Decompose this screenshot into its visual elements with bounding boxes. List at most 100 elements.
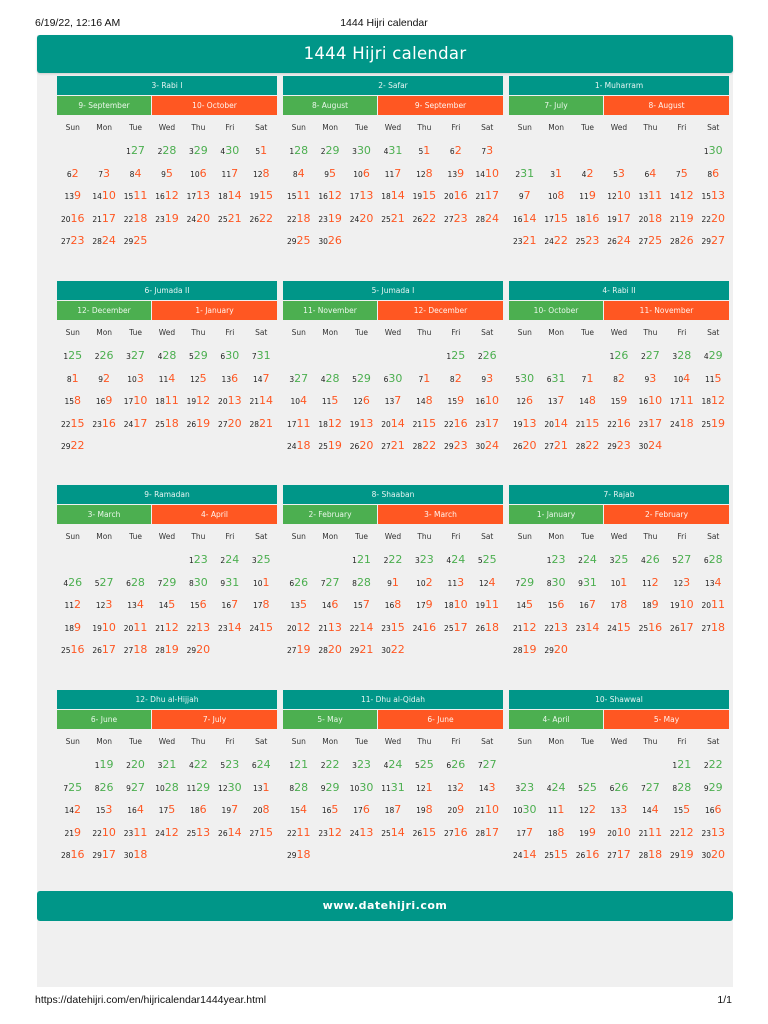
gregorian-day: 20: [327, 643, 342, 657]
day-cell: 2721: [540, 436, 571, 452]
day-cell: 128: [409, 164, 440, 180]
weekday-label: Sat: [707, 122, 720, 132]
day-cell: 727: [314, 573, 345, 589]
day-cell: 123: [183, 550, 214, 566]
day-cell: 2923: [603, 436, 634, 452]
day-rows: 128 229 330 431 51 62 73 84 95 106 117 128 139 1410 15…: [283, 138, 503, 251]
hijri-day: 14: [478, 783, 489, 793]
day-cell: 727: [635, 778, 666, 794]
gregorian-day: 16: [453, 189, 468, 203]
hijri-day: 24: [412, 623, 423, 633]
hijri-day: 15: [353, 601, 363, 611]
hijri-day: 16: [475, 397, 486, 407]
hijri-day: 25: [318, 442, 328, 452]
gregorian-day: 25: [648, 234, 663, 248]
hijri-day: 18: [384, 806, 395, 816]
gregorian-day: 26: [99, 780, 114, 794]
gregorian-day: 12: [679, 825, 694, 839]
gregorian-day: 2: [73, 803, 81, 817]
day-cell: 2516: [57, 640, 88, 656]
hijri-day: 9: [578, 578, 583, 588]
weekday-header: Sun Mon Tue Wed Thu Fri Sat: [509, 116, 729, 138]
hijri-day: 24: [155, 828, 165, 838]
hijri-month-title: 9- Ramadan: [57, 485, 277, 504]
site-link[interactable]: www.datehijri.com: [37, 891, 733, 921]
day-cell: 144: [635, 800, 666, 816]
weekday-label: Sat: [707, 327, 720, 337]
hijri-day: 19: [512, 419, 523, 429]
weekday-label: Fri: [677, 736, 687, 746]
month-block: 3- Rabi I 9- September 10- October Sun Mo…: [57, 76, 277, 276]
gregorian-day: 20: [196, 211, 211, 225]
gregorian-day: 7: [362, 598, 370, 612]
day-cell: 1910: [666, 595, 697, 611]
gregorian-day: 3: [136, 371, 144, 385]
day-cell: 1812: [314, 414, 345, 430]
day-cell: 117: [214, 164, 245, 180]
day-cell: 428: [314, 369, 345, 385]
day-cell: 2516: [635, 618, 666, 634]
hijri-day: 19: [221, 806, 232, 816]
week-row: 2215 2316 2417 2518 2619 2720 2821: [57, 411, 277, 434]
day-cell: 2723: [57, 231, 88, 247]
hijri-day: 8: [292, 169, 298, 179]
gregorian-day: 3: [457, 575, 465, 589]
gregorian-day: 4: [299, 394, 307, 408]
hijri-day: 11: [381, 783, 391, 793]
hijri-day: 7: [251, 352, 257, 362]
day-cell: 121: [409, 778, 440, 794]
gregorian-day: 3: [617, 166, 625, 180]
hijri-day: 3: [550, 169, 556, 179]
hijri-day: 18: [642, 601, 652, 611]
gregorian-day: 20: [359, 211, 374, 225]
day-cell: 2110: [472, 800, 503, 816]
day-rows: 121 222 323 424 525 626 727 828 91 102 113 124 135 14…: [283, 547, 503, 660]
day-cell: 134: [698, 573, 729, 589]
gregorian-day: 11: [164, 394, 179, 408]
gregorian-day: 10: [101, 620, 116, 634]
gregorian-day: 8: [620, 598, 628, 612]
day-cell: 2819: [509, 640, 540, 656]
gregorian-day: 28: [677, 780, 692, 794]
gregorian-day: 8: [425, 394, 433, 408]
gregorian-day: 19: [327, 439, 342, 453]
day-cell: 142: [57, 800, 88, 816]
hijri-day: 5: [94, 578, 100, 588]
gregorian-day: 30: [388, 371, 403, 385]
hijri-day: 11: [221, 169, 232, 179]
weekday-label: Tue: [355, 736, 368, 746]
hijri-day: 20: [218, 397, 228, 407]
hijri-day: 28: [60, 851, 71, 861]
day-cell: 1910: [88, 618, 119, 634]
gregorian-day: 5: [525, 598, 533, 612]
weekday-label: Thu: [417, 531, 432, 541]
gregorian-day: 7: [588, 598, 596, 612]
gregorian-day: 9: [457, 394, 465, 408]
gregorian-day: 19: [99, 758, 114, 772]
gregorian-day: 6: [712, 166, 720, 180]
gregorian-day: 4: [134, 166, 142, 180]
day-cell: 136: [214, 369, 245, 385]
day-cell: 143: [472, 778, 503, 794]
gregorian-day: 7: [394, 803, 402, 817]
gregorian-day: 1: [586, 371, 594, 385]
day-cell: 2319: [151, 209, 182, 225]
gregorian-day: 11: [648, 189, 663, 203]
gregorian-day: 13: [227, 394, 242, 408]
day-cell: 828: [283, 778, 314, 794]
gregorian-months: 1- January 2- February: [509, 505, 729, 524]
day-cell: 2012: [283, 618, 314, 634]
hijri-day: 11: [321, 397, 332, 407]
gregorian-day: 27: [294, 371, 309, 385]
gregorian-day: 24: [485, 211, 500, 225]
hijri-day: 26: [607, 237, 617, 247]
gregorian-day: 12: [679, 189, 694, 203]
hijri-day: 20: [638, 214, 649, 224]
day-cell: 2725: [635, 231, 666, 247]
hijri-day: 22: [92, 828, 102, 838]
weekday-label: Wed: [158, 531, 176, 541]
gregorian-day: 23: [616, 439, 631, 453]
gregorian-day: 6: [331, 598, 339, 612]
gregorian-day: 11: [296, 189, 311, 203]
gregorian-day: 9: [457, 166, 465, 180]
